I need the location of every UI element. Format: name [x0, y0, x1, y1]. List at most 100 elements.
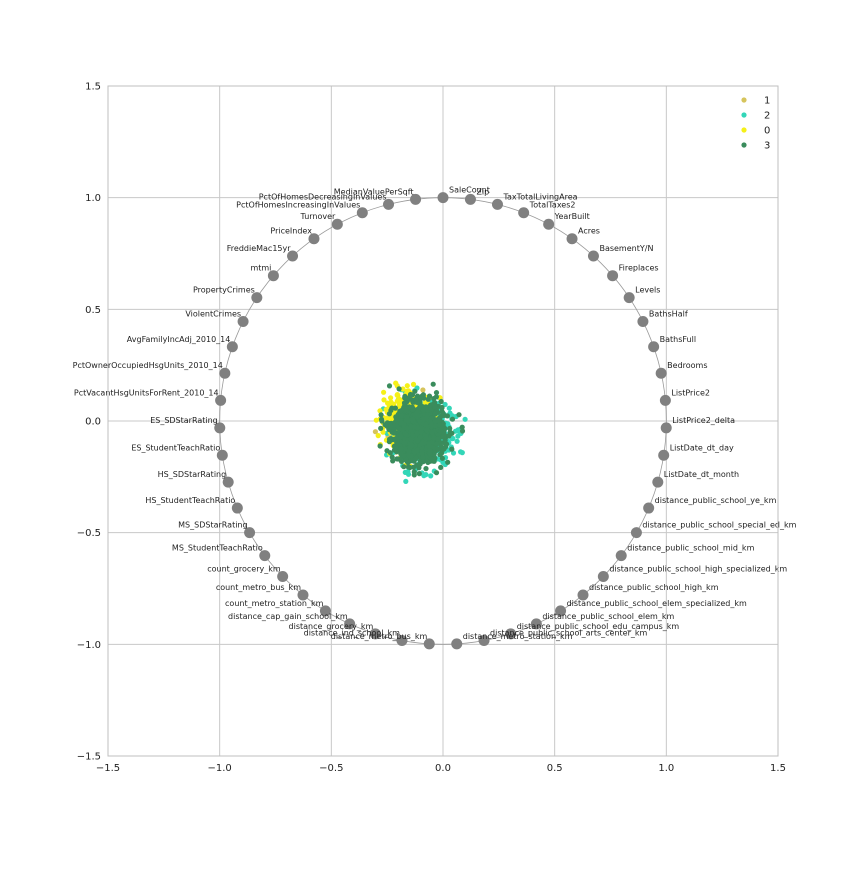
- anchor-point: [396, 635, 408, 647]
- data-point: [420, 454, 426, 460]
- anchor-point: [383, 198, 395, 210]
- anchor-point: [505, 628, 517, 640]
- anchor-point: [319, 605, 331, 617]
- data-point: [426, 441, 432, 447]
- data-point: [390, 401, 397, 407]
- data-point: [410, 433, 416, 439]
- data-point: [403, 417, 409, 423]
- anchor-point: [518, 207, 530, 219]
- data-point: [420, 459, 426, 465]
- data-point: [389, 454, 395, 460]
- x-tick-label: −1.0: [208, 763, 232, 774]
- data-point: [407, 396, 413, 402]
- data-point: [388, 395, 394, 401]
- anchor-label: BasementY/N: [599, 244, 653, 253]
- data-point: [437, 422, 443, 428]
- data-point: [432, 423, 438, 429]
- x-tick-label: 0.5: [547, 763, 563, 774]
- data-point: [439, 434, 445, 440]
- legend-label: 1: [764, 96, 770, 107]
- data-point: [425, 396, 431, 402]
- data-point: [430, 457, 436, 463]
- anchor-point: [623, 292, 635, 304]
- data-point: [414, 447, 420, 453]
- data-point: [402, 406, 408, 412]
- anchor-label: distance_cap_gain_school_km: [228, 612, 348, 621]
- data-point: [400, 386, 406, 392]
- data-point: [394, 441, 400, 447]
- x-tick-label: −1.5: [96, 763, 120, 774]
- anchor-label: distance_metro_station_km: [463, 632, 573, 641]
- data-point: [386, 426, 392, 432]
- anchor-label: Levels: [635, 286, 660, 295]
- anchor-label: PctOfHomesDecreasingInValues: [259, 192, 387, 201]
- data-point: [406, 448, 412, 454]
- data-point: [398, 434, 404, 440]
- anchor-point: [237, 315, 249, 327]
- anchor-label: distance_grocery_km: [289, 622, 374, 631]
- anchor-label: distance_public_school_edu_campus_km: [517, 622, 680, 631]
- anchor-point: [244, 527, 256, 539]
- data-point: [407, 391, 414, 398]
- data-point: [402, 395, 408, 401]
- anchor-label: BathsHalf: [649, 309, 688, 318]
- anchor-point: [216, 449, 228, 461]
- anchor-label: mtmi: [250, 264, 271, 273]
- data-point: [442, 438, 448, 444]
- data-point: [429, 429, 435, 435]
- legend-label: 3: [764, 141, 770, 152]
- anchor-point: [615, 550, 627, 562]
- y-tick-label: −0.5: [77, 528, 101, 539]
- data-point: [447, 425, 453, 432]
- data-point: [446, 405, 452, 411]
- data-point: [435, 436, 441, 442]
- anchor-label: MS_StudentTeachRatio: [172, 544, 263, 553]
- anchor-label: ES_StudentTeachRatio: [131, 443, 220, 452]
- data-point: [427, 448, 433, 454]
- data-point: [459, 424, 465, 430]
- x-tick-label: 1.5: [770, 763, 786, 774]
- data-point: [410, 416, 416, 422]
- data-point: [421, 416, 427, 422]
- data-point: [432, 418, 438, 424]
- anchor-label: distance_ind_school_km: [304, 629, 401, 638]
- anchor-label: distance_public_school_elem_km: [542, 612, 674, 621]
- y-tick-label: 1.0: [85, 193, 101, 204]
- data-point: [394, 456, 400, 462]
- data-point: [420, 387, 426, 393]
- anchor-label: TaxTotalLivingArea: [502, 192, 577, 201]
- data-point: [445, 459, 451, 465]
- data-point: [387, 450, 393, 456]
- anchor-point: [491, 198, 503, 210]
- anchor-point: [437, 192, 449, 204]
- anchor-label: PctOwnerOccupiedHsgUnits_2010_14: [73, 361, 223, 370]
- data-point: [394, 449, 400, 455]
- anchor-label: Zip: [476, 187, 489, 196]
- legend-marker: [741, 97, 747, 103]
- anchor-label: TotalTaxes2: [529, 201, 576, 210]
- plot-frame: [107, 85, 779, 757]
- data-point: [396, 396, 402, 402]
- data-point: [449, 416, 456, 422]
- anchor-label: distance_public_school_mid_km: [627, 544, 754, 553]
- data-point: [412, 412, 418, 418]
- anchor-point: [652, 476, 664, 488]
- anchor-label: PctOfHomesIncreasingInValues: [236, 201, 360, 210]
- data-point: [398, 420, 404, 426]
- data-point: [439, 405, 445, 411]
- anchor-label: BathsFull: [660, 335, 696, 344]
- data-point: [441, 446, 447, 452]
- data-point: [386, 411, 392, 417]
- anchor-label: count_metro_bus_km: [216, 583, 301, 592]
- anchor-label: SaleCount: [449, 186, 490, 195]
- anchor-label: ES_SDStarRating: [150, 416, 218, 425]
- anchor-label: Acres: [578, 227, 600, 236]
- data-point: [421, 395, 427, 401]
- data-point: [411, 469, 417, 475]
- y-tick-label: −1.0: [77, 640, 101, 651]
- series-3: [377, 381, 466, 478]
- anchor-point: [423, 638, 435, 650]
- anchor-label: MedianValuePerSqft: [334, 187, 414, 196]
- data-point: [411, 464, 417, 470]
- anchor-point: [219, 367, 231, 379]
